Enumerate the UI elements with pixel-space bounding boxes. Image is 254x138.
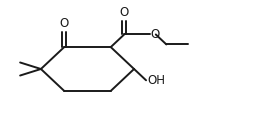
Text: O: O: [60, 17, 69, 30]
Text: O: O: [151, 28, 160, 41]
Text: O: O: [120, 6, 129, 19]
Text: OH: OH: [147, 74, 165, 87]
